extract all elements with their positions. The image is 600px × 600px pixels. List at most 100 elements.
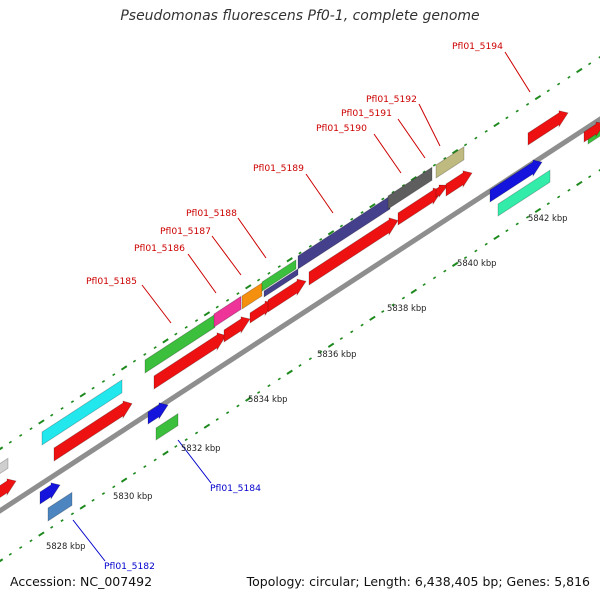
- gene-label[interactable]: Pfl01_5190: [316, 123, 367, 134]
- tick-mark: [598, 169, 600, 172]
- tick-mark: [505, 229, 509, 233]
- genome-summary-text: Topology: circular; Length: 6,438,405 bp…: [246, 574, 590, 589]
- scale-tick-label: 5832 kbp: [181, 443, 220, 453]
- tick-mark: [525, 102, 530, 106]
- tick-mark: [369, 203, 376, 209]
- tick-mark: [410, 176, 418, 182]
- tick-mark: [401, 296, 406, 300]
- gene-label[interactable]: Pfl01_5182: [104, 561, 155, 572]
- gene-block-mint[interactable]: [497, 169, 551, 217]
- upper-tick-row: [0, 56, 600, 451]
- scale-tick-label: 5838 kbp: [387, 303, 426, 313]
- tick-mark: [588, 175, 592, 179]
- cds-arrow[interactable]: [53, 400, 133, 462]
- tick-mark: [8, 552, 12, 556]
- leader-line: [177, 439, 212, 484]
- tick-mark: [184, 438, 188, 442]
- cds-arrow[interactable]: [445, 170, 473, 197]
- tick-mark: [327, 230, 335, 236]
- scale-tick-label: 5836 kbp: [317, 349, 356, 359]
- tick-mark: [184, 325, 188, 329]
- tick-mark: [401, 183, 406, 187]
- gene-block-green-small[interactable]: [261, 259, 297, 292]
- gene-label[interactable]: Pfl01_5185: [86, 276, 137, 287]
- gene-features: [0, 110, 600, 522]
- tick-mark: [19, 546, 23, 549]
- leader-line: [504, 51, 531, 93]
- tick-mark: [451, 149, 459, 155]
- tick-mark: [143, 352, 147, 356]
- tick-mark: [463, 256, 468, 260]
- gene-block-orange[interactable]: [241, 282, 263, 310]
- gene-block-navy[interactable]: [297, 195, 391, 270]
- gene-block-cyan[interactable]: [41, 379, 123, 446]
- cds-arrow[interactable]: [435, 184, 449, 199]
- tick-mark: [162, 450, 169, 456]
- tick-mark: [422, 283, 426, 287]
- tick-mark: [463, 143, 468, 147]
- tick-mark: [443, 156, 447, 160]
- cds-arrow[interactable]: [0, 478, 17, 504]
- tick-mark: [432, 163, 437, 167]
- tick-mark: [525, 215, 530, 219]
- tick-mark: [350, 217, 354, 221]
- gene-arrow-blue[interactable]: [147, 402, 169, 425]
- tick-mark: [79, 392, 86, 398]
- tick-mark: [534, 207, 542, 214]
- gene-block-green-lower[interactable]: [155, 412, 179, 441]
- tick-mark: [29, 427, 33, 431]
- tick-mark: [112, 485, 116, 489]
- tick-mark: [174, 332, 178, 336]
- gene-label[interactable]: Pfl01_5186: [134, 243, 185, 254]
- tick-mark: [308, 244, 312, 248]
- gene-label[interactable]: Pfl01_5184: [210, 483, 261, 494]
- tick-mark: [245, 284, 252, 290]
- tick-mark: [215, 417, 219, 421]
- gene-label[interactable]: Pfl01_5189: [253, 163, 304, 174]
- gene-block-silver[interactable]: [0, 457, 9, 480]
- scale-tick-label: 5834 kbp: [248, 394, 287, 404]
- tick-mark: [91, 386, 95, 390]
- gene-label[interactable]: Pfl01_5187: [160, 226, 211, 237]
- gene-arrow-blue[interactable]: [39, 482, 61, 505]
- cds-arrow[interactable]: [308, 217, 399, 286]
- cds-arrow[interactable]: [527, 110, 569, 146]
- gene-block-steel[interactable]: [47, 491, 73, 522]
- tick-mark: [515, 222, 519, 226]
- tick-mark: [381, 310, 385, 314]
- tick-mark: [50, 525, 54, 529]
- tick-mark: [576, 67, 583, 74]
- tick-mark: [267, 271, 271, 275]
- tick-mark: [79, 504, 86, 510]
- tick-mark: [38, 531, 45, 537]
- tick-mark: [101, 492, 106, 496]
- scale-tick-label: 5830 kbp: [113, 491, 152, 501]
- tick-mark: [515, 109, 519, 113]
- cds-arrow[interactable]: [267, 278, 307, 313]
- tick-mark: [557, 195, 561, 199]
- tick-mark: [339, 337, 343, 340]
- tick-mark: [546, 89, 550, 93]
- label-leader-lines: [72, 51, 531, 562]
- tick-mark: [484, 129, 488, 133]
- tick-mark: [286, 257, 293, 263]
- tick-mark: [474, 249, 478, 253]
- gene-block-pink[interactable]: [213, 295, 242, 328]
- gene-block-navy-small[interactable]: [263, 268, 299, 298]
- gene-block-green[interactable]: [144, 313, 216, 374]
- scale-tick-label: 5828 kbp: [46, 541, 85, 551]
- cds-arrow[interactable]: [583, 121, 600, 143]
- gene-label[interactable]: Pfl01_5191: [341, 108, 392, 119]
- tick-mark: [277, 377, 281, 381]
- gene-label[interactable]: Pfl01_5194: [452, 41, 503, 52]
- cds-arrow[interactable]: [223, 316, 251, 343]
- gene-block-gray[interactable]: [387, 166, 433, 210]
- cds-arrow[interactable]: [153, 332, 227, 390]
- lower-tick-row: [0, 169, 600, 563]
- tick-mark: [350, 330, 354, 334]
- gene-block-khaki[interactable]: [435, 146, 465, 179]
- gene-arrow-blue[interactable]: [489, 159, 543, 203]
- cds-arrow[interactable]: [397, 187, 443, 226]
- gene-label[interactable]: Pfl01_5192: [366, 94, 417, 105]
- gene-label[interactable]: Pfl01_5188: [186, 208, 237, 219]
